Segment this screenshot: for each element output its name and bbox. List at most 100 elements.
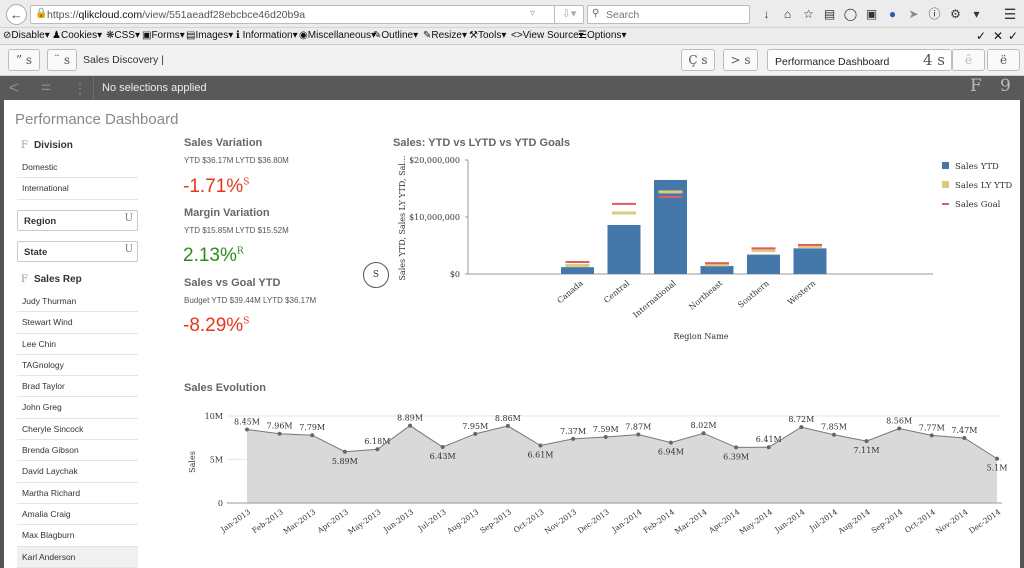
data-point xyxy=(995,456,999,461)
next-sheet-button[interactable]: ë xyxy=(987,49,1020,71)
back-arrow-icon[interactable]: ← xyxy=(6,4,27,25)
url-text: https://qlikcloud.com/view/551aeadf28ebc… xyxy=(47,9,306,21)
addon-globe-icon[interactable]: ● xyxy=(888,7,897,21)
webdev-tools-menu[interactable]: ⚒Tools▾ xyxy=(469,30,507,41)
data-label: 6.61M xyxy=(527,450,553,459)
state-filter[interactable]: State U xyxy=(17,241,138,262)
list-item[interactable]: Brad Taylor xyxy=(17,376,138,398)
home-icon[interactable]: ⌂ xyxy=(783,7,792,21)
ly-marker xyxy=(751,249,776,253)
webdev-disable-menu[interactable]: ⊘Disable▾ xyxy=(3,30,50,41)
data-label: 8.72M xyxy=(788,415,814,424)
x-tick-label: Jul-2013 xyxy=(416,507,448,533)
list-item[interactable]: John Greg xyxy=(17,397,138,419)
qlik-nav-button[interactable]: ¨ s xyxy=(47,49,77,71)
webdev-resize-menu[interactable]: ✎Resize▾ xyxy=(423,30,467,41)
pocket-icon[interactable]: ◯ xyxy=(843,7,858,21)
close-x-icon[interactable]: ✕ xyxy=(993,29,1004,43)
legend-swatch-sales-ytd xyxy=(942,162,949,169)
smart-search-icon[interactable]: F xyxy=(970,76,982,96)
x-tick-label: Feb-2013 xyxy=(250,507,285,535)
list-item[interactable]: Martha Richard xyxy=(17,483,138,504)
sheet-list-icon: 4 s xyxy=(922,51,945,69)
x-tick-label: Jun-2014 xyxy=(772,507,806,535)
kpi-number: 2.13% xyxy=(183,245,237,266)
data-point xyxy=(440,445,445,450)
send-icon[interactable]: ➤ xyxy=(908,7,919,21)
webdev-outline-menu[interactable]: ✎Outline▾ xyxy=(373,30,419,41)
x-tick-label: Mar-2014 xyxy=(673,507,709,536)
up-arrow-icon: R xyxy=(236,246,244,257)
overflow-icon[interactable]: ▾ xyxy=(973,7,980,21)
list-item[interactable]: Amalia Craig xyxy=(17,504,138,526)
list-item[interactable]: Judy Thurman xyxy=(17,291,138,313)
goal-marker xyxy=(798,243,822,246)
list-item[interactable]: Brenda Gibson xyxy=(17,440,138,462)
data-point xyxy=(701,431,706,436)
app-name: Sales Discovery | xyxy=(83,54,164,66)
search-box[interactable]: ⚲ xyxy=(587,5,750,24)
x-tick-label: Central xyxy=(602,278,631,305)
x-tick-label: Jan-2013 xyxy=(218,507,252,535)
prev-sheet-button[interactable]: ê xyxy=(952,49,985,71)
search-input[interactable] xyxy=(606,7,746,22)
region-filter[interactable]: Region U xyxy=(17,210,138,231)
division-filter-header[interactable]: F Division xyxy=(17,135,138,157)
list-item[interactable]: Max Blagburn xyxy=(17,525,138,547)
bookmark-star-icon[interactable]: ☆ xyxy=(803,7,814,21)
list-item[interactable]: Lee Chin xyxy=(17,334,138,355)
line-chart-title: Sales Evolution xyxy=(184,382,266,394)
sales-rep-filter: F Sales Rep Judy Thurman Stewart Wind Lee… xyxy=(17,269,138,568)
qlik-bookmark-button[interactable]: Ç s xyxy=(681,49,715,71)
webdev-images-menu[interactable]: ▤Images▾ xyxy=(186,30,234,41)
list-item[interactable]: Karl Anderson xyxy=(17,546,138,568)
check-icon[interactable]: ✓ xyxy=(976,29,987,43)
list-item[interactable]: TAGnology xyxy=(17,355,138,377)
selection-forward-icon[interactable]: = xyxy=(41,78,51,97)
chart-toggle-button[interactable]: S xyxy=(363,262,389,288)
list-item[interactable]: International xyxy=(17,178,138,200)
legend-swatch-sales-goal xyxy=(942,203,949,205)
webdev-toolbar: ⊘Disable▾ ♟Cookies▾ ❋CSS▾ ▣Forms▾ ▤Image… xyxy=(0,28,1024,45)
clear-selections-icon[interactable]: ⋮ xyxy=(73,80,87,96)
menu-hamburger-icon[interactable]: ☰ xyxy=(1003,6,1017,22)
qlik-menu-button[interactable]: ” s xyxy=(8,49,40,71)
download-arrow-icon[interactable]: ⇩▾ xyxy=(554,5,584,24)
sheet-selector[interactable]: Performance Dashboard 4 s xyxy=(767,49,952,71)
legend-label: Sales LY YTD xyxy=(955,181,1012,191)
data-label: 8.45M xyxy=(234,417,260,426)
list-item[interactable]: Domestic xyxy=(17,157,138,179)
webdev-view-source-menu[interactable]: <>View Source▾ xyxy=(511,30,584,41)
selection-tool-icon[interactable]: 9 xyxy=(1000,76,1011,96)
dropdown-arrow-icon[interactable]: ▿ xyxy=(529,8,535,19)
sales-rep-filter-header[interactable]: F Sales Rep xyxy=(17,269,138,291)
webdev-cookies-menu[interactable]: ♟Cookies▾ xyxy=(52,30,103,41)
sheet-canvas: Performance Dashboard F Division Domestic… xyxy=(0,100,1024,568)
addon-icon[interactable]: ⚙ xyxy=(950,7,961,21)
goal-marker xyxy=(705,262,729,265)
download-icon[interactable]: ↓ xyxy=(763,7,770,21)
info-icon[interactable]: ⓘ xyxy=(928,7,941,21)
reading-list-icon[interactable]: ▤ xyxy=(823,7,836,21)
sales-evolution-chart[interactable]: 0 5M 10M Sales 8.45M Jan-2013 7.96M Feb-2013 7.7… xyxy=(184,400,1020,566)
webdev-css-menu[interactable]: ❋CSS▾ xyxy=(106,30,140,41)
save-page-icon[interactable]: ▣ xyxy=(865,7,878,21)
filter-icon: F xyxy=(21,274,28,285)
check-icon[interactable]: ✓ xyxy=(1008,29,1019,43)
webdev-options-menu[interactable]: ☰Options▾ xyxy=(578,30,627,41)
data-point xyxy=(342,449,347,454)
list-item[interactable]: Stewart Wind xyxy=(17,312,138,334)
x-tick-label: Apr-2013 xyxy=(315,507,350,535)
webdev-information-menu[interactable]: ℹ Information▾ xyxy=(236,30,298,41)
list-item[interactable]: Cheryle Sincock xyxy=(17,419,138,441)
list-item[interactable]: David Laychak xyxy=(17,461,138,483)
webdev-miscellaneous-menu[interactable]: ◉Miscellaneous▾ xyxy=(299,30,377,41)
data-label: 7.11M xyxy=(854,446,880,455)
division-label: Division xyxy=(33,140,73,151)
webdev-forms-menu[interactable]: ▣Forms▾ xyxy=(142,30,185,41)
qlik-story-button[interactable]: > s xyxy=(723,49,758,71)
sales-variation-sub: YTD $36.17M LYTD $36.80M xyxy=(184,156,289,165)
address-bar[interactable]: 🔒 https://qlikcloud.com/view/551aeadf28e… xyxy=(30,5,580,24)
selection-back-icon[interactable]: < xyxy=(9,78,19,97)
